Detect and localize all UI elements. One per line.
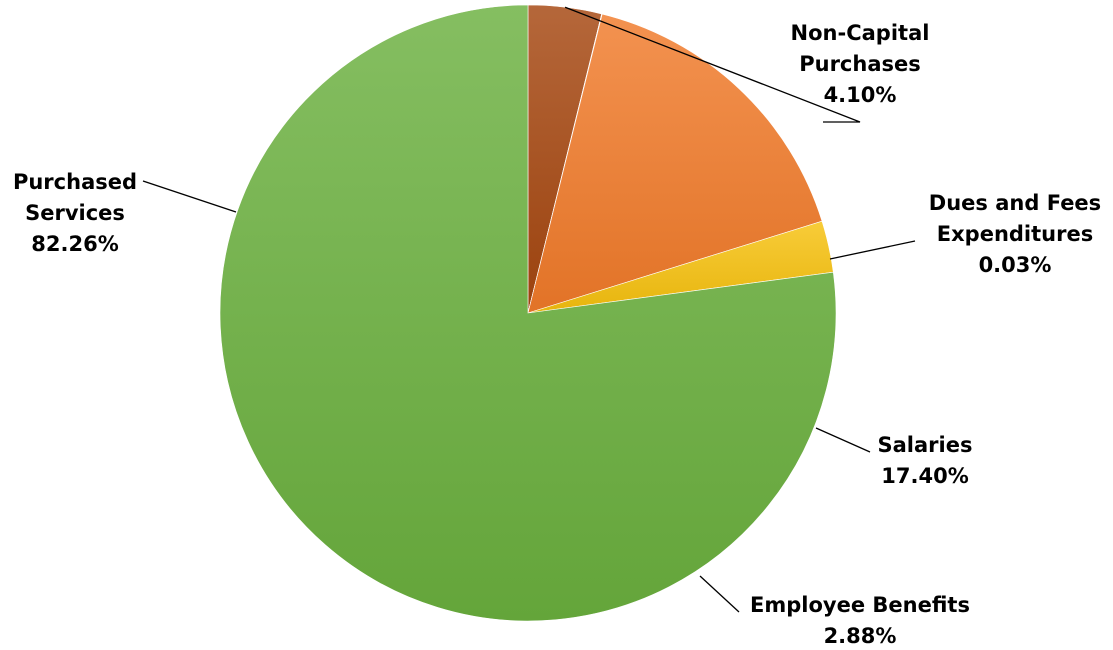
data-label-name: Purchases — [799, 52, 921, 76]
data-labels-layer: Non-Capital Purchases 4.10% Dues and Fees Ex… — [13, 21, 1101, 648]
data-label-value: 4.10% — [824, 83, 897, 107]
data-label-value: 2.88% — [824, 624, 897, 648]
data-label-value: 17.40% — [881, 464, 968, 488]
pie-slice-salaries — [527, 13, 823, 314]
data-label-value: 0.03% — [979, 253, 1052, 277]
data-label-dues-and-fees-expenditures: Dues and Fees Expenditures 0.03% — [929, 191, 1101, 277]
data-label-name: Non-Capital — [791, 21, 930, 45]
data-label-salaries: Salaries 17.40% — [878, 433, 973, 488]
pie-slice-purchased-services — [219, 4, 837, 622]
data-label-value: 82.26% — [31, 232, 118, 256]
data-label-name: Employee Benefits — [750, 593, 970, 617]
data-label-employee-benefits: Employee Benefits 2.88% — [750, 593, 970, 648]
data-label-name: Services — [25, 201, 125, 225]
leader-line-non-capital-purchases — [564, 6, 861, 123]
leader-line-salaries — [815, 427, 871, 453]
leader-line-employee-benefits — [699, 575, 740, 613]
slices-layer — [219, 4, 837, 622]
data-label-name: Purchased — [13, 170, 137, 194]
leader-line-dues-and-fees-expenditures — [829, 240, 916, 260]
data-label-name: Expenditures — [937, 222, 1093, 246]
leader-line-purchased-services — [142, 180, 237, 213]
data-label-purchased-services: Purchased Services 82.26% — [13, 170, 137, 256]
data-label-name: Salaries — [878, 433, 973, 457]
data-label-name: Dues and Fees — [929, 191, 1101, 215]
data-label-non-capital-purchases: Non-Capital Purchases 4.10% — [791, 21, 930, 107]
leader-lines-layer — [142, 6, 916, 613]
